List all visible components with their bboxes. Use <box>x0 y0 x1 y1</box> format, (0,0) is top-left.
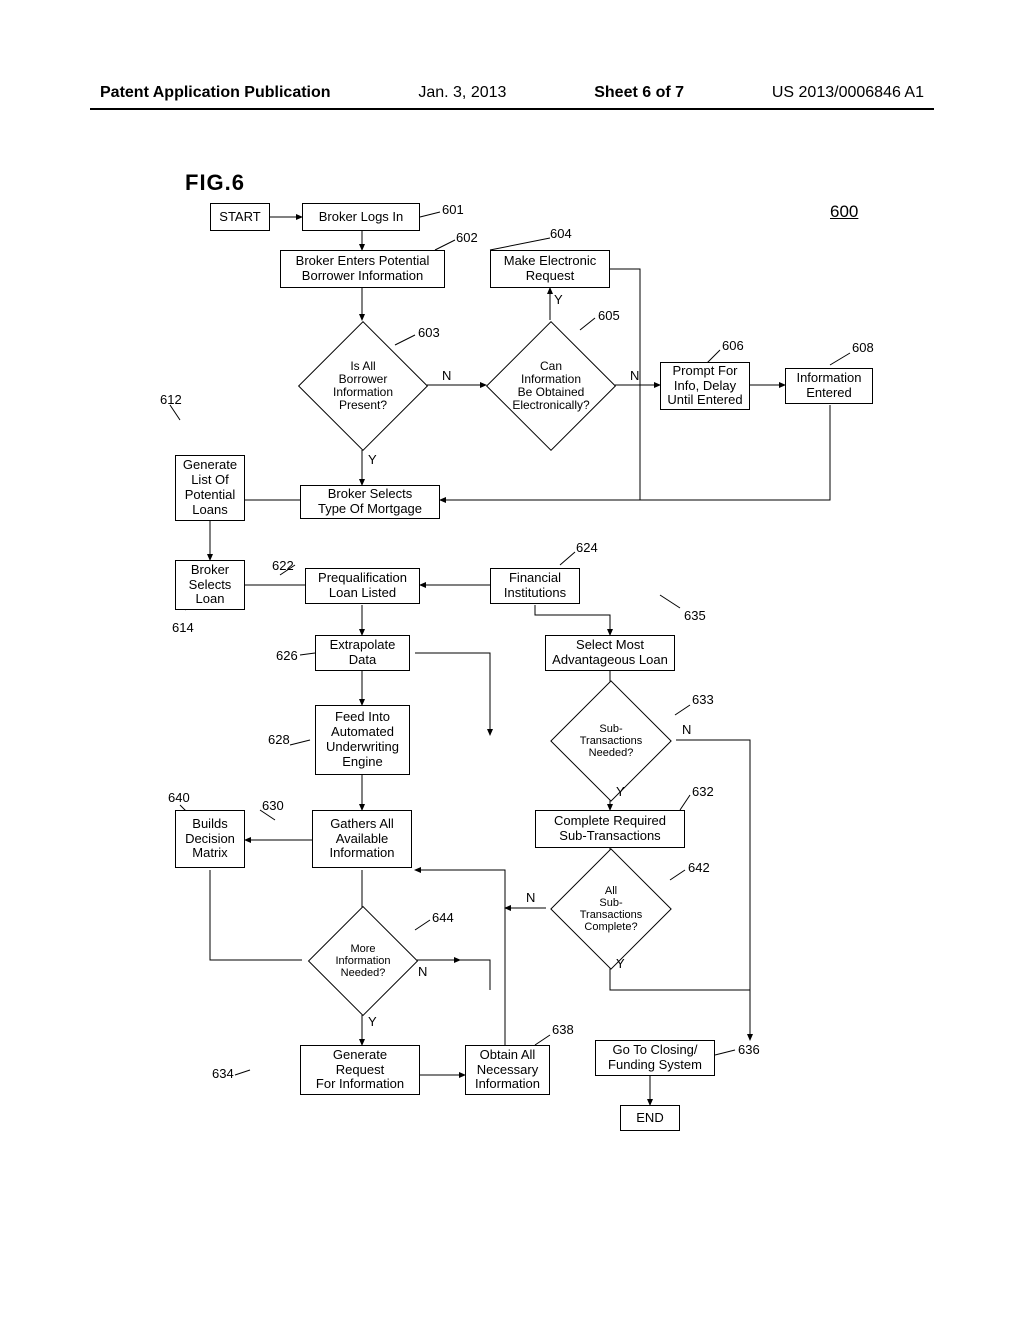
node-622: Prequalification Loan Listed <box>305 568 420 604</box>
figure-canvas: FIG.6 600 <box>190 170 910 1190</box>
ref-628: 628 <box>268 732 290 747</box>
node-612: Generate List Of Potential Loans <box>175 455 245 521</box>
ref-636: 636 <box>738 1042 760 1057</box>
ref-642: 642 <box>688 860 710 875</box>
node-610: Broker Selects Type Of Mortgage <box>300 485 440 519</box>
node-626: Extrapolate Data <box>315 635 410 671</box>
ref-638: 638 <box>552 1022 574 1037</box>
ref-633: 633 <box>692 692 714 707</box>
node-635: Select Most Advantageous Loan <box>545 635 675 671</box>
ref-634: 634 <box>212 1066 234 1081</box>
ref-624: 624 <box>576 540 598 555</box>
header-docnum: US 2013/0006846 A1 <box>772 84 924 102</box>
ref-626: 626 <box>276 648 298 663</box>
ref-605: 605 <box>598 308 620 323</box>
label-yn: N <box>418 964 427 979</box>
node-602: Broker Enters Potential Borrower Informa… <box>280 250 445 288</box>
node-638: Obtain All Necessary Information <box>465 1045 550 1095</box>
node-628: Feed Into Automated Underwriting Engine <box>315 705 410 775</box>
header-sheet: Sheet 6 of 7 <box>594 84 684 102</box>
label-yn: Y <box>368 452 377 467</box>
label-yn: N <box>630 368 639 383</box>
node-start: START <box>210 203 270 231</box>
label-yn: Y <box>616 956 625 971</box>
header-rule <box>90 108 934 110</box>
node-632: Complete Required Sub-Transactions <box>535 810 685 848</box>
node-end: END <box>620 1105 680 1131</box>
ref-602: 602 <box>456 230 478 245</box>
label-yn: N <box>682 722 691 737</box>
node-601: Broker Logs In <box>302 203 420 231</box>
ref-630: 630 <box>262 798 284 813</box>
node-608: Information Entered <box>785 368 873 404</box>
label-yn: N <box>526 890 535 905</box>
node-630: Gathers All Available Information <box>312 810 412 868</box>
ref-612: 612 <box>160 392 182 407</box>
label-yn: Y <box>616 784 625 799</box>
header-date: Jan. 3, 2013 <box>418 84 506 102</box>
ref-601: 601 <box>442 202 464 217</box>
label-yn: Y <box>554 292 563 307</box>
ref-640: 640 <box>168 790 190 805</box>
ref-614: 614 <box>172 620 194 635</box>
ref-635: 635 <box>684 608 706 623</box>
node-614: Broker Selects Loan <box>175 560 245 610</box>
label-yn: N <box>442 368 451 383</box>
node-634: Generate Request For Information <box>300 1045 420 1095</box>
ref-632: 632 <box>692 784 714 799</box>
ref-606: 606 <box>722 338 744 353</box>
label-yn: Y <box>368 1014 377 1029</box>
ref-644: 644 <box>432 910 454 925</box>
ref-603: 603 <box>418 325 440 340</box>
node-640: Builds Decision Matrix <box>175 810 245 868</box>
node-636: Go To Closing/ Funding System <box>595 1040 715 1076</box>
ref-604: 604 <box>550 226 572 241</box>
node-606: Prompt For Info, Delay Until Entered <box>660 362 750 410</box>
header-pubtype: Patent Application Publication <box>100 84 331 102</box>
node-604: Make Electronic Request <box>490 250 610 288</box>
node-624: Financial Institutions <box>490 568 580 604</box>
ref-622: 622 <box>272 558 294 573</box>
ref-608: 608 <box>852 340 874 355</box>
